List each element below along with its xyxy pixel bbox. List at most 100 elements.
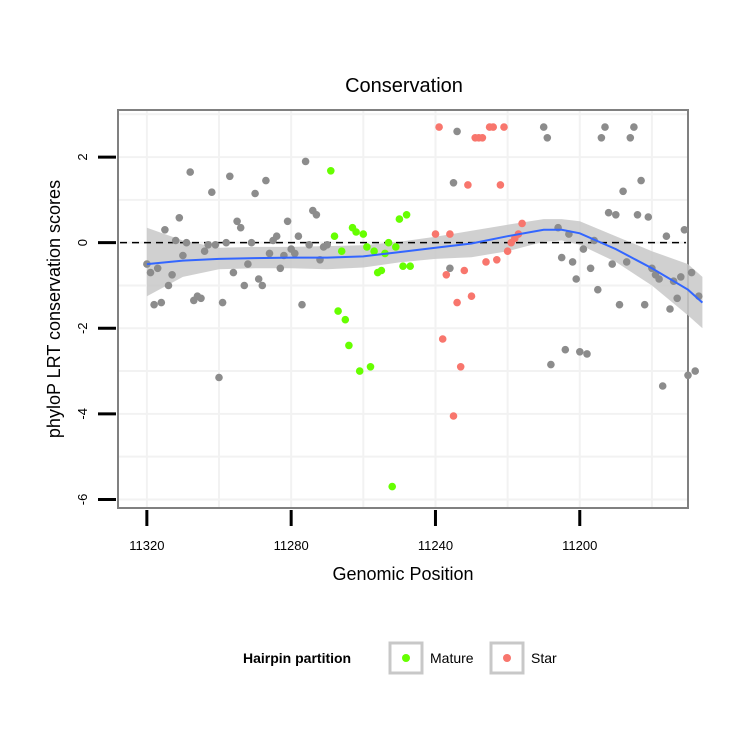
data-point-mature	[384, 238, 393, 247]
data-point-none	[626, 134, 635, 142]
data-point-none	[305, 241, 314, 249]
data-point-none	[265, 249, 274, 258]
data-point-none	[179, 251, 187, 260]
data-point-star	[467, 292, 476, 301]
data-point-mature	[392, 243, 400, 251]
y-tick-label: -4	[75, 408, 90, 420]
data-point-none	[594, 285, 602, 294]
data-point-none	[673, 294, 681, 303]
data-point-none	[211, 241, 220, 249]
data-point-none	[164, 281, 173, 290]
y-tick-label: 2	[75, 153, 90, 160]
data-point-none	[658, 382, 667, 390]
data-point-mature	[330, 232, 339, 240]
data-point-none	[218, 298, 227, 307]
data-point-none	[276, 264, 285, 273]
data-point-star	[500, 123, 508, 131]
data-point-none	[449, 179, 458, 187]
data-point-mature	[402, 211, 411, 219]
data-point-none	[143, 260, 151, 268]
data-point-none	[583, 350, 591, 358]
data-point-none	[601, 123, 609, 131]
data-point-star	[431, 230, 440, 238]
gridlines	[119, 111, 687, 507]
data-point-none	[146, 268, 155, 277]
data-point-none	[604, 208, 613, 217]
data-point-none	[608, 260, 616, 268]
data-point-mature	[359, 230, 368, 238]
data-point-none	[453, 127, 461, 136]
data-point-none	[272, 232, 281, 240]
data-point-mature	[366, 363, 375, 371]
data-point-none	[200, 247, 209, 255]
data-point-mature	[341, 315, 350, 324]
data-point-none	[691, 367, 699, 375]
smooth-trend-line	[146, 228, 704, 304]
data-point-none	[572, 275, 580, 283]
data-point-none	[168, 271, 176, 279]
data-point-none	[680, 226, 689, 234]
data-points	[143, 123, 703, 491]
data-point-none	[247, 238, 256, 247]
data-point-none	[568, 258, 577, 266]
data-point-mature	[406, 262, 415, 271]
data-point-star	[435, 123, 443, 131]
data-point-mature	[363, 243, 371, 251]
data-point-none	[543, 134, 552, 142]
data-point-none	[561, 345, 570, 354]
data-point-none	[157, 298, 166, 307]
data-point-none	[215, 373, 223, 382]
data-point-none	[446, 264, 454, 273]
data-point-none	[240, 281, 249, 290]
data-point-none	[258, 281, 267, 290]
plot-panel	[117, 109, 689, 509]
data-point-mature	[334, 307, 342, 315]
data-point-star	[456, 363, 465, 371]
x-axis-title: Genomic Position	[332, 564, 473, 584]
data-point-none	[677, 273, 685, 281]
data-point-star	[489, 123, 498, 131]
legend-label-star: Star	[531, 650, 557, 666]
y-axis-title: phyloP LRT conservation scores	[44, 180, 64, 438]
data-point-star	[482, 258, 490, 266]
data-point-mature	[337, 247, 346, 255]
data-point-none	[655, 275, 663, 283]
chart-title: Conservation	[345, 75, 463, 97]
data-point-none	[640, 300, 649, 309]
legend: Hairpin partition Mature Star	[243, 641, 557, 675]
x-tick-label: 11240	[418, 538, 453, 553]
confidence-band	[146, 219, 703, 329]
data-point-mature	[395, 215, 404, 223]
data-point-none	[633, 211, 642, 219]
data-point-none	[208, 188, 216, 196]
data-point-none	[182, 238, 191, 247]
y-tick-label: -2	[75, 322, 90, 334]
data-point-none	[301, 157, 310, 166]
data-point-mature	[399, 262, 407, 271]
data-point-star	[460, 266, 469, 275]
x-tick-label: 11200	[562, 538, 597, 553]
data-point-none	[644, 213, 653, 221]
legend-dot-mature	[402, 654, 410, 662]
data-point-none	[236, 223, 245, 232]
data-point-none	[197, 294, 205, 303]
data-point-none	[597, 134, 606, 142]
data-point-star	[449, 412, 458, 420]
y-axis: -6 -4 -2 0 2	[75, 153, 116, 505]
legend-dot-star	[503, 654, 511, 662]
legend-label-mature: Mature	[430, 650, 474, 666]
data-point-none	[204, 241, 212, 249]
data-point-star	[446, 230, 454, 238]
data-point-none	[666, 305, 674, 313]
data-point-mature	[345, 341, 353, 350]
data-point-star	[453, 298, 461, 307]
data-point-none	[612, 211, 620, 219]
data-point-none	[662, 232, 671, 240]
data-point-mature	[377, 266, 386, 275]
data-point-none	[687, 268, 696, 277]
data-point-none	[262, 176, 270, 185]
legend-title: Hairpin partition	[243, 650, 351, 666]
x-tick-label: 11320	[129, 538, 164, 553]
data-point-mature	[355, 367, 364, 375]
